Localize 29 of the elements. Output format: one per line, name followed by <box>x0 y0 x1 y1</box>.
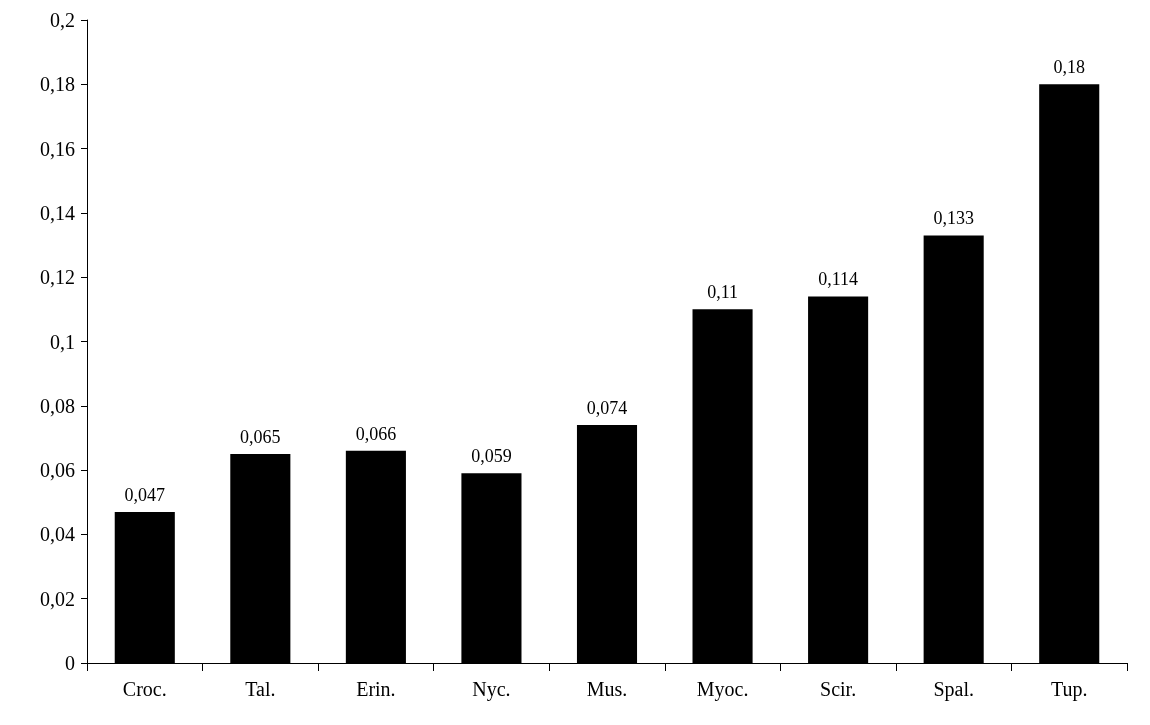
y-tick-label: 0,14 <box>40 201 75 224</box>
y-tick-label: 0 <box>65 652 75 674</box>
data-label: 0,065 <box>240 427 281 448</box>
y-tick-label: 0,1 <box>50 330 75 353</box>
x-tick-label: Erin. <box>356 678 396 700</box>
y-tick-label: 0,16 <box>40 137 75 160</box>
y-tick-label: 0,02 <box>40 587 75 610</box>
x-tick-label: Mus. <box>586 678 628 700</box>
x-tick-label: Nyc. <box>472 678 511 701</box>
data-label: 0,074 <box>586 398 628 419</box>
y-tick-label: 0,08 <box>40 394 75 417</box>
data-label: 0,114 <box>818 269 859 290</box>
data-label: 0,18 <box>1053 57 1085 78</box>
data-label: 0,11 <box>707 282 738 303</box>
y-tick-label: 0,2 <box>50 9 75 31</box>
x-tick-label: Spal. <box>933 678 974 701</box>
data-label: 0,047 <box>124 484 166 505</box>
y-tick-label: 0,04 <box>40 523 75 546</box>
data-label: 0,133 <box>933 208 974 229</box>
x-tick-label: Scir. <box>820 678 857 700</box>
data-label: 0,066 <box>355 423 397 444</box>
x-tick-label: Myoc. <box>696 678 749 701</box>
data-label: 0,059 <box>471 446 512 467</box>
y-tick-label: 0,18 <box>40 73 75 96</box>
x-tick-label: Tup. <box>1050 678 1088 701</box>
x-tick-label: Tal. <box>245 678 276 700</box>
y-tick-label: 0,12 <box>40 266 75 289</box>
x-tick-label: Croc. <box>122 678 167 700</box>
y-tick-label: 0,06 <box>40 459 75 482</box>
